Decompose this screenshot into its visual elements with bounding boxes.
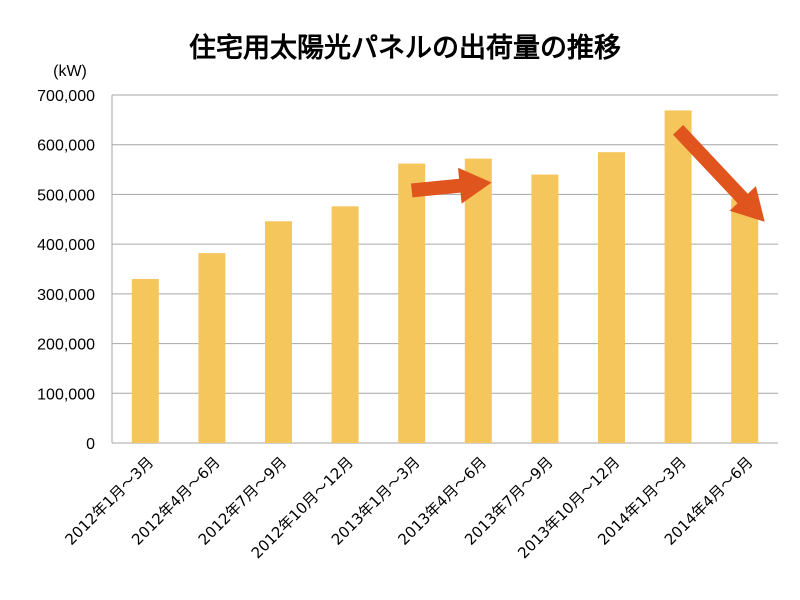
bar <box>398 163 426 443</box>
y-tick-label: 300,000 <box>37 287 95 304</box>
y-axis-ticks: 0 100,000 200,000 300,000 400,000 500,000 600,… <box>37 88 95 453</box>
y-tick-label: 200,000 <box>37 337 95 354</box>
bar <box>731 198 759 443</box>
y-tick-label: 0 <box>86 436 95 453</box>
y-unit-label: (kW) <box>53 63 87 80</box>
trend-arrow <box>411 167 492 204</box>
y-tick-label: 100,000 <box>37 386 95 403</box>
y-tick-label: 700,000 <box>37 88 95 105</box>
bar <box>331 206 359 443</box>
trend-arrow <box>673 125 765 222</box>
bar <box>198 253 226 443</box>
trend-arrows <box>411 125 765 222</box>
x-axis-ticks: 2012年1月～3月2012年4月～6月2012年7月～9月2012年10月～1… <box>61 453 756 562</box>
chart-title: 住宅用太陽光パネルの出荷量の推移 <box>189 32 621 64</box>
bar <box>598 152 625 443</box>
bar <box>664 110 692 443</box>
bar <box>265 221 292 443</box>
y-tick-label: 400,000 <box>37 237 95 254</box>
bars <box>131 110 759 444</box>
bar <box>131 278 159 443</box>
y-tick-label: 500,000 <box>37 187 95 204</box>
y-tick-label: 600,000 <box>37 138 95 155</box>
bar <box>531 174 559 444</box>
bar <box>464 158 492 444</box>
